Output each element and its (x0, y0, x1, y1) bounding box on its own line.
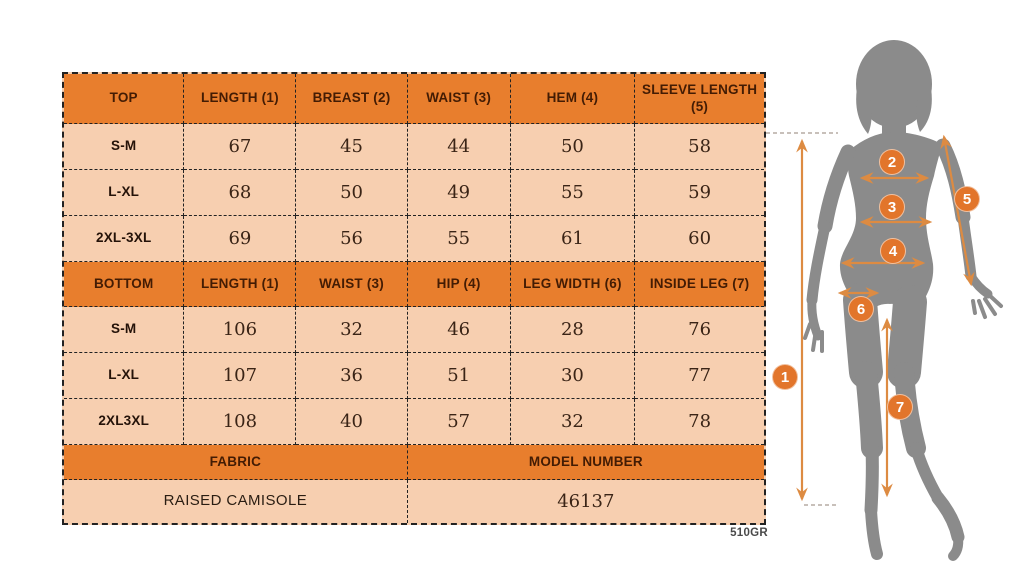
value-cell: 45 (296, 124, 408, 170)
model-number-value-cell: 46137 (407, 480, 764, 523)
marker-number: 3 (887, 198, 897, 216)
value-cell: 51 (407, 353, 511, 399)
value-cell: 78 (635, 399, 764, 445)
header-cell-length-bottom: LENGTH (1) (184, 262, 297, 307)
size-cell: S-M (64, 307, 185, 353)
size-cell: 2XL3XL (64, 399, 185, 445)
marker-number: 4 (888, 242, 898, 260)
value-cell: 30 (510, 353, 636, 399)
measurement-marker-1: 1 (772, 364, 798, 390)
measurement-marker-6: 6 (848, 296, 874, 322)
value-cell: 50 (296, 170, 408, 216)
header-cell-breast: BREAST (2) (296, 74, 408, 124)
value-cell: 55 (510, 170, 636, 216)
measurement-marker-2: 2 (879, 149, 905, 175)
measurement-marker-7: 7 (887, 394, 913, 420)
value-cell: 40 (296, 399, 408, 445)
value-cell: 61 (510, 216, 636, 262)
header-cell-hem: HEM (4) (510, 74, 636, 124)
marker-number: 2 (887, 153, 897, 171)
value-cell: 67 (184, 124, 297, 170)
size-cell: S-M (64, 124, 185, 170)
size-cell: 2XL-3XL (64, 216, 185, 262)
value-cell: 68 (184, 170, 297, 216)
header-cell-model-number: MODEL NUMBER (407, 445, 764, 480)
marker-number: 7 (895, 398, 905, 416)
value-cell: 55 (407, 216, 511, 262)
header-cell-leg-width: LEG WIDTH (6) (510, 262, 636, 307)
header-cell-length: LENGTH (1) (184, 74, 297, 124)
value-cell: 58 (635, 124, 764, 170)
value-cell: 106 (184, 307, 297, 353)
header-cell-hip: HIP (4) (407, 262, 511, 307)
header-cell-top: TOP (64, 74, 185, 124)
value-cell: 46 (407, 307, 511, 353)
value-cell: 32 (510, 399, 636, 445)
header-cell-sleeve-length: SLEEVE LENGTH (5) (635, 74, 764, 124)
value-cell: 32 (296, 307, 408, 353)
marker-number: 6 (856, 300, 866, 318)
value-cell: 50 (510, 124, 636, 170)
size-cell: L-XL (64, 353, 185, 399)
value-cell: 28 (510, 307, 636, 353)
watermark-code: 510GR (730, 527, 768, 539)
header-cell-bottom: BOTTOM (64, 262, 185, 307)
value-cell: 49 (407, 170, 511, 216)
value-cell: 69 (184, 216, 297, 262)
value-cell: 76 (635, 307, 764, 353)
value-cell: 107 (184, 353, 297, 399)
measurement-arrow-5 (940, 134, 975, 287)
value-cell: 56 (296, 216, 408, 262)
measurement-marker-5: 5 (954, 186, 980, 212)
measurement-marker-3: 3 (879, 194, 905, 220)
header-cell-fabric: FABRIC (64, 445, 408, 480)
value-cell: 59 (635, 170, 764, 216)
size-chart-table: TOP LENGTH (1) BREAST (2) WAIST (3) HEM … (62, 72, 766, 525)
size-cell: L-XL (64, 170, 185, 216)
value-cell: 60 (635, 216, 764, 262)
header-cell-waist-bottom: WAIST (3) (296, 262, 408, 307)
marker-number: 5 (962, 190, 972, 208)
value-cell: 36 (296, 353, 408, 399)
marker-number: 1 (780, 368, 790, 386)
value-cell: 44 (407, 124, 511, 170)
header-cell-inside-leg: INSIDE LEG (7) (635, 262, 764, 307)
measurement-figure: 1 2 3 4 5 6 7 (760, 10, 1024, 570)
female-silhouette-diagram (766, 40, 1003, 561)
measurement-marker-4: 4 (880, 238, 906, 264)
value-cell: 57 (407, 399, 511, 445)
value-cell: 77 (635, 353, 764, 399)
fabric-value-cell: RAISED CAMISOLE (64, 480, 408, 523)
value-cell: 108 (184, 399, 297, 445)
header-cell-waist: WAIST (3) (407, 74, 511, 124)
